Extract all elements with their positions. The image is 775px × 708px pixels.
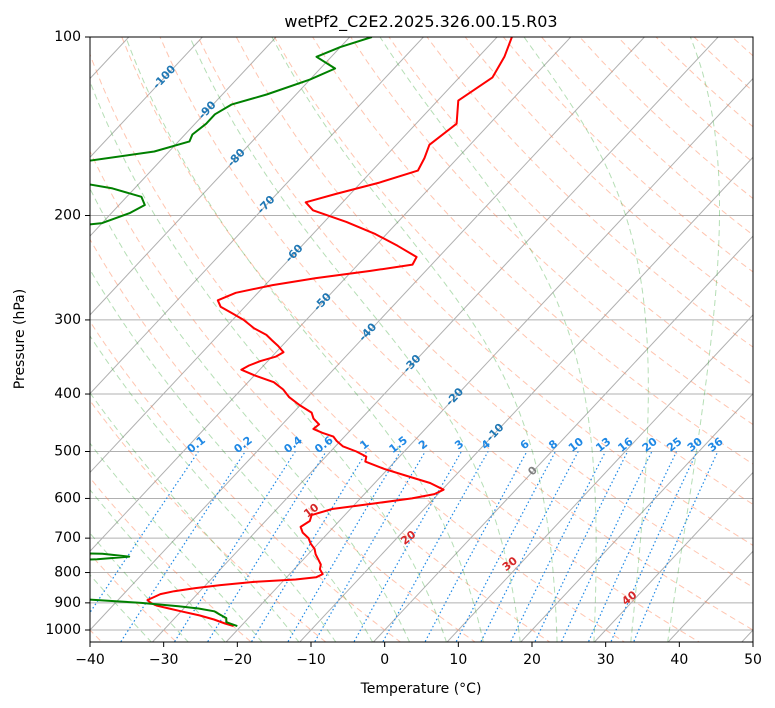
mixing-ratio-line xyxy=(455,451,556,642)
isotherm-line xyxy=(90,37,351,316)
mixing-ratio-line xyxy=(250,451,368,642)
isotherm-line xyxy=(299,156,753,642)
x-tick-label: −10 xyxy=(296,652,326,668)
y-axis-ticks: 100 200 300 400 500 600 700 800 900 1000 xyxy=(45,29,90,638)
moist-adiabat-line xyxy=(90,268,374,642)
x-tick-label: 40 xyxy=(670,652,688,668)
y-axis-label: Pressure (hPa) xyxy=(12,289,28,389)
dry-adiabat-line xyxy=(90,320,402,642)
profile-series xyxy=(90,37,513,628)
x-tick-label: 20 xyxy=(523,652,541,668)
moist-adiabat-line xyxy=(189,37,521,642)
plot-frame xyxy=(89,36,754,643)
dry-adiabat-line xyxy=(235,37,753,546)
mixing-ratio-line xyxy=(173,451,296,642)
isotherm-line xyxy=(90,37,572,552)
dry-adiabat-line xyxy=(159,37,753,631)
dry-adiabat-line xyxy=(197,37,753,588)
x-tick-label: 50 xyxy=(744,652,762,668)
isotherm-line xyxy=(593,471,753,642)
y-tick-label: 100 xyxy=(54,29,81,45)
isotherm-line xyxy=(446,314,753,642)
moist-adiabat-line xyxy=(90,187,411,642)
y-tick-label: 600 xyxy=(54,490,81,506)
x-tick-label: −40 xyxy=(75,652,105,668)
mixing-ratio-line xyxy=(119,451,246,642)
dry-adiabat-line xyxy=(90,553,178,642)
isotherm-line xyxy=(90,37,277,237)
x-axis-label: Temperature (°C) xyxy=(360,681,482,697)
y-tick-label: 900 xyxy=(54,595,81,611)
dry-adiabat-line xyxy=(312,37,753,465)
dry-adiabat-line xyxy=(273,37,753,505)
x-tick-label: 0 xyxy=(380,652,389,668)
isotherm-line xyxy=(90,37,204,159)
plot-area xyxy=(90,37,753,642)
x-tick-label: 30 xyxy=(597,652,615,668)
moist-adiabat-line xyxy=(90,392,300,642)
y-tick-label: 200 xyxy=(54,208,81,224)
isotherm-line xyxy=(151,37,719,642)
x-tick-label: −20 xyxy=(223,652,253,668)
moist-adiabat-line xyxy=(379,37,597,642)
moist-adiabat-line xyxy=(90,335,337,642)
x-axis-ticks: −40 −30 −20 −10 0 10 20 30 40 50 xyxy=(75,642,762,668)
isotherm-line xyxy=(90,37,498,474)
x-tick-label: −30 xyxy=(149,652,179,668)
moist-adiabat-line xyxy=(90,442,263,642)
moist-adiabat-line xyxy=(523,37,649,642)
mixing-ratio-line xyxy=(206,451,327,642)
y-tick-label: 300 xyxy=(54,312,81,328)
moist-adiabat-line xyxy=(90,80,447,642)
y-tick-label: 800 xyxy=(54,565,81,581)
isotherm-line xyxy=(520,392,753,642)
moist-adiabat-line xyxy=(125,37,484,642)
y-tick-label: 700 xyxy=(54,530,81,546)
isotherm-line xyxy=(225,77,753,642)
mixing-ratio-line xyxy=(424,451,528,642)
mixing-ratio-line xyxy=(587,451,678,642)
x-tick-label: 10 xyxy=(449,652,467,668)
dry-adiabat-line xyxy=(121,37,700,642)
y-tick-label: 1000 xyxy=(45,622,81,638)
dry-adiabat-line xyxy=(350,37,753,426)
isotherm-line xyxy=(372,235,753,642)
dry-adiabat-line xyxy=(90,52,626,642)
mixing-ratio-line xyxy=(480,451,579,642)
mixing-ratio-line xyxy=(560,451,653,642)
chart-title: wetPf2_C2E2.2025.326.00.15.R03 xyxy=(284,12,557,32)
isotherm-line xyxy=(0,24,67,655)
y-tick-label: 400 xyxy=(54,386,81,402)
dewpoint-profile-line xyxy=(90,37,373,628)
moist-adiabat-line xyxy=(271,37,558,642)
temperature-profile-line xyxy=(146,37,513,628)
y-tick-label: 500 xyxy=(54,443,81,459)
dry-adiabat-line xyxy=(388,37,753,387)
mixing-ratio-line xyxy=(313,451,426,642)
dry-adiabat-line xyxy=(771,37,775,655)
dry-adiabat-line xyxy=(90,399,327,642)
dry-adiabat-line xyxy=(90,238,476,642)
background-lines xyxy=(0,24,775,655)
isotherm-line xyxy=(90,37,646,631)
dry-adiabat-line xyxy=(90,150,551,642)
moist-adiabat-line xyxy=(667,37,720,642)
isotherm-line xyxy=(90,37,425,395)
mixing-ratio-line xyxy=(287,451,402,642)
